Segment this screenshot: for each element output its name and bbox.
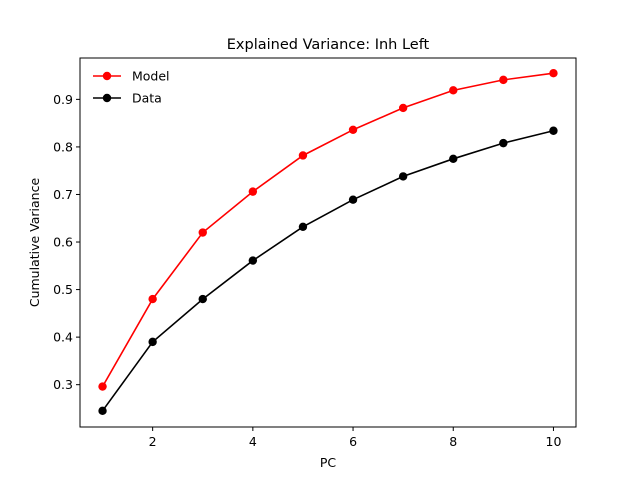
data-point-model: [148, 294, 157, 304]
series-line-data: [101, 129, 554, 412]
data-point-data: [449, 154, 458, 164]
data-point-data: [398, 172, 408, 181]
y-axis-label: Cumulative Variance: [27, 178, 42, 308]
data-point-model: [398, 103, 408, 113]
y-tick-label: 0.4: [53, 330, 73, 345]
x-tick-label: 2: [149, 434, 157, 449]
data-point-data: [248, 256, 258, 265]
x-tick-label: 6: [349, 434, 357, 449]
plot-area: [79, 57, 577, 428]
chart-title: Explained Variance: Inh Left: [227, 37, 430, 53]
data-point-data: [98, 406, 107, 416]
legend: Model Data: [93, 69, 170, 106]
legend-marker-model: [102, 71, 112, 81]
y-tick-label: 0.9: [53, 92, 73, 107]
data-point-data: [348, 195, 358, 204]
legend-marker-data: [102, 93, 112, 103]
data-point-data: [549, 126, 558, 135]
data-point-model: [499, 75, 508, 85]
legend-label-model: Model: [132, 69, 170, 84]
data-point-model: [449, 86, 458, 95]
y-tick-label: 0.3: [53, 377, 73, 392]
x-tick-label: 10: [546, 434, 562, 449]
data-point-model: [198, 228, 207, 237]
data-point-model: [348, 125, 358, 135]
y-tick-label: 0.6: [53, 235, 73, 250]
data-point-model: [298, 151, 308, 160]
series-layer: [98, 69, 558, 416]
x-tick-label: 8: [449, 434, 457, 449]
data-point-data: [198, 294, 207, 304]
data-point-model: [98, 382, 107, 391]
x-axis-label: PC: [320, 455, 337, 470]
y-axis-ticks: 0.3 0.4 0.5 0.6 0.7 0.8 0.9: [53, 92, 80, 392]
x-tick-label: 4: [249, 434, 257, 449]
data-point-data: [298, 222, 308, 232]
y-tick-label: 0.7: [53, 187, 73, 202]
data-point-data: [148, 337, 157, 347]
y-tick-label: 0.5: [53, 282, 73, 297]
series-line-model: [101, 72, 554, 387]
x-axis-ticks: 2 4 6 8 10: [149, 427, 562, 449]
data-point-model: [549, 69, 558, 78]
data-point-model: [248, 187, 258, 196]
data-point-data: [499, 138, 508, 148]
y-tick-label: 0.8: [53, 139, 73, 154]
legend-label-data: Data: [132, 91, 162, 106]
